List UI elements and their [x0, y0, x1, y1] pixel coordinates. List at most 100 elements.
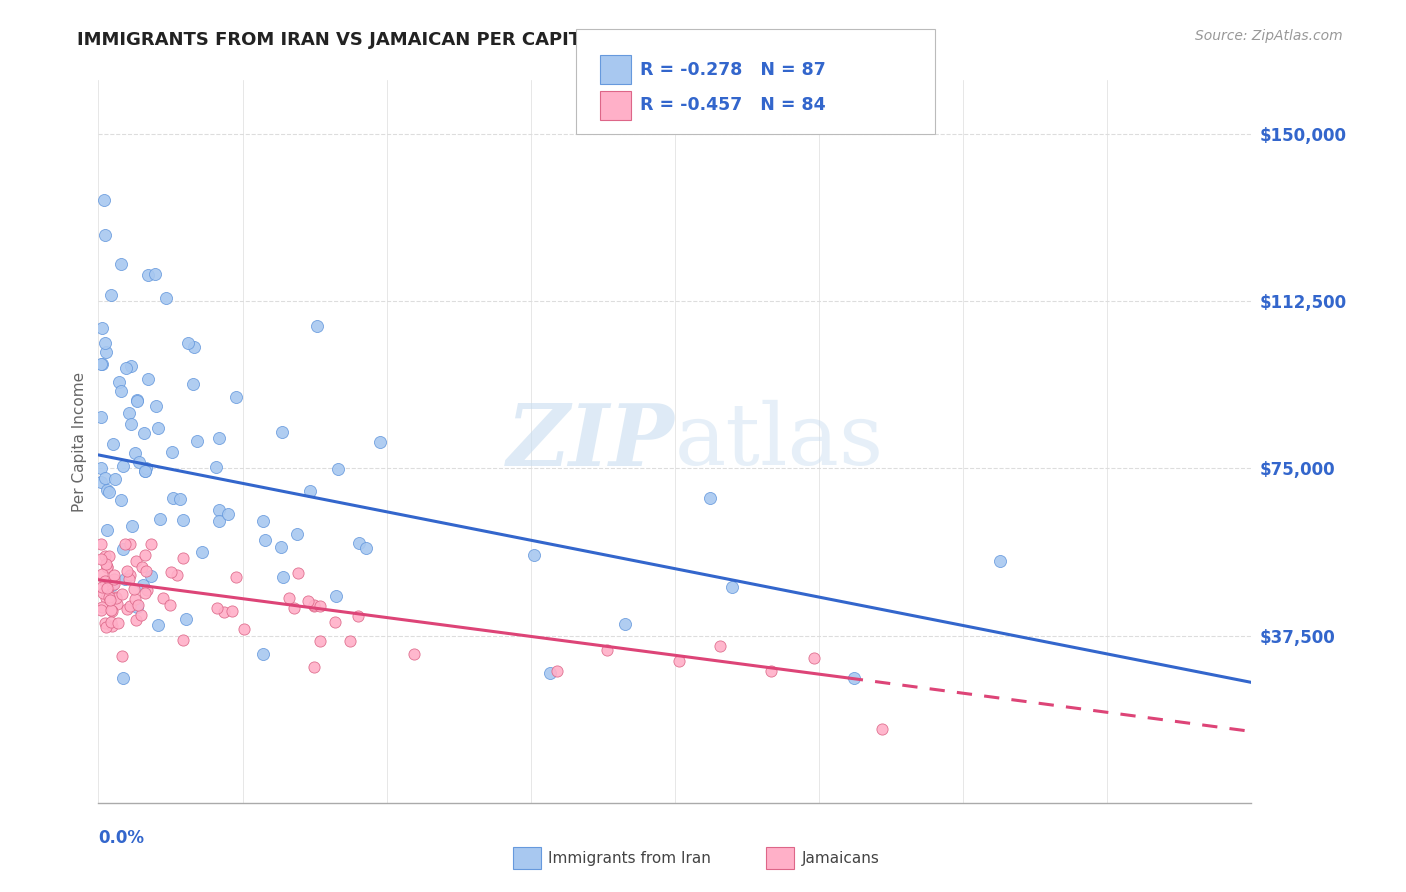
Point — [121, 519, 143, 533]
Point — [98, 591, 121, 605]
Point — [143, 267, 166, 281]
Point — [110, 257, 132, 271]
Point — [186, 434, 208, 449]
Point — [148, 421, 170, 435]
Point — [309, 634, 332, 648]
Point — [111, 671, 134, 685]
Point — [115, 601, 138, 615]
Point — [988, 554, 1011, 568]
Point — [270, 540, 292, 554]
Point — [803, 651, 825, 665]
Point — [141, 537, 163, 551]
Point — [368, 434, 391, 449]
Point — [101, 437, 124, 451]
Point — [96, 581, 118, 595]
Point — [225, 570, 247, 584]
Point — [107, 615, 129, 630]
Point — [101, 578, 124, 592]
Point — [94, 335, 117, 350]
Point — [125, 394, 148, 409]
Point — [101, 619, 124, 633]
Point — [114, 360, 136, 375]
Point — [297, 594, 319, 608]
Point — [90, 603, 112, 617]
Point — [135, 461, 157, 475]
Point — [305, 319, 328, 334]
Point — [135, 565, 157, 579]
Point — [325, 590, 347, 604]
Point — [111, 649, 134, 664]
Point — [174, 612, 197, 626]
Point — [538, 665, 561, 680]
Point — [124, 592, 146, 607]
Point — [117, 406, 139, 420]
Point — [94, 557, 117, 571]
Point — [134, 548, 156, 562]
Point — [90, 580, 112, 594]
Point — [97, 549, 120, 564]
Point — [94, 228, 117, 243]
Point — [94, 471, 117, 485]
Point — [208, 431, 231, 445]
Point — [100, 288, 122, 302]
Point — [93, 549, 115, 563]
Text: Jamaicans: Jamaicans — [801, 851, 879, 865]
Point — [149, 512, 172, 526]
Point — [134, 464, 156, 478]
Point — [141, 569, 163, 583]
Point — [302, 599, 325, 613]
Point — [285, 527, 308, 541]
Point — [347, 609, 370, 624]
Point — [278, 591, 301, 605]
Point — [120, 359, 142, 374]
Point — [103, 577, 125, 591]
Point — [96, 559, 118, 574]
Text: R = -0.457   N = 84: R = -0.457 N = 84 — [640, 96, 825, 114]
Point — [94, 576, 117, 591]
Point — [108, 375, 131, 389]
Point — [596, 643, 619, 657]
Point — [132, 578, 155, 592]
Point — [136, 372, 159, 386]
Point — [181, 376, 204, 391]
Point — [103, 567, 125, 582]
Point — [125, 393, 148, 408]
Point — [91, 321, 114, 335]
Point — [96, 581, 118, 595]
Point — [212, 605, 235, 619]
Point — [90, 475, 112, 489]
Point — [162, 445, 184, 459]
Text: R = -0.278   N = 87: R = -0.278 N = 87 — [640, 61, 825, 78]
Point — [208, 514, 231, 528]
Point — [287, 566, 309, 580]
Point — [90, 537, 112, 551]
Point — [124, 613, 146, 627]
Point — [104, 591, 127, 605]
Point — [94, 345, 117, 359]
Point — [404, 647, 426, 661]
Point — [91, 567, 114, 582]
Point — [120, 599, 142, 613]
Point — [111, 458, 134, 473]
Point — [118, 537, 141, 551]
Point — [100, 603, 122, 617]
Point — [114, 537, 136, 551]
Point — [110, 384, 132, 398]
Point — [166, 567, 188, 582]
Point — [100, 615, 122, 630]
Point — [145, 399, 167, 413]
Point — [90, 460, 112, 475]
Text: IMMIGRANTS FROM IRAN VS JAMAICAN PER CAPITA INCOME CORRELATION CHART: IMMIGRANTS FROM IRAN VS JAMAICAN PER CAP… — [77, 31, 901, 49]
Point — [129, 607, 152, 622]
Point — [120, 417, 142, 431]
Point — [172, 551, 194, 566]
Point — [131, 559, 153, 574]
Point — [709, 639, 731, 653]
Point — [271, 425, 294, 440]
Point — [190, 545, 212, 559]
Point — [94, 620, 117, 634]
Point — [124, 582, 146, 596]
Point — [125, 554, 148, 568]
Point — [103, 573, 125, 587]
Point — [134, 586, 156, 600]
